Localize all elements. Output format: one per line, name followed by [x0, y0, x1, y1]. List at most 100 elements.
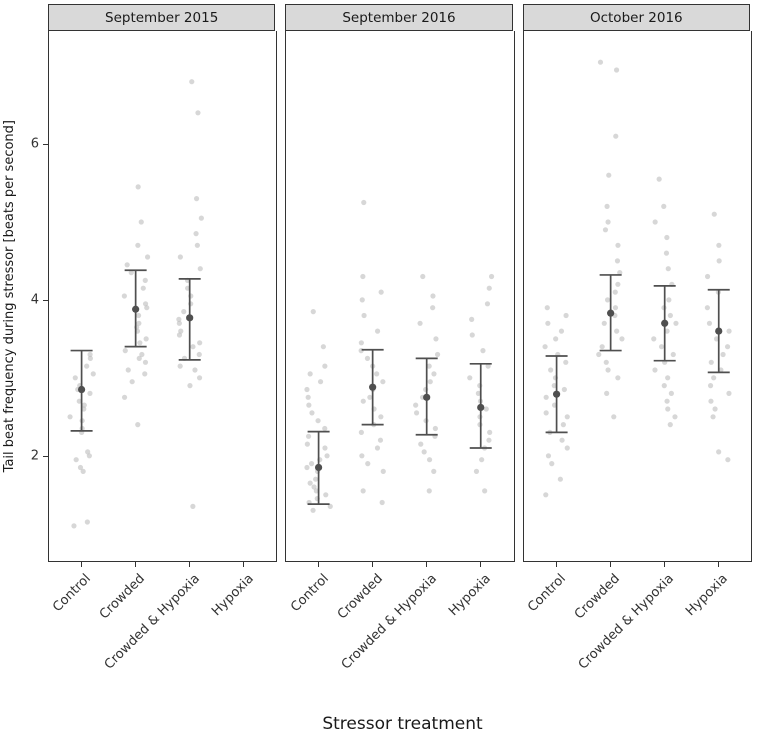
data-point: [561, 386, 567, 393]
data-point: [142, 277, 148, 283]
data-point: [367, 394, 373, 400]
y-axis: Tail beat frequency during stressor [bea…: [0, 4, 48, 712]
x-tick-label: Control: [525, 571, 569, 616]
data-point: [547, 367, 553, 373]
treatment-group: [650, 176, 679, 428]
data-point: [726, 390, 732, 396]
data-point: [544, 320, 551, 326]
treatment-group: [704, 211, 732, 463]
data-point: [67, 414, 73, 420]
data-point: [704, 305, 710, 311]
facet-strip-label: September 2015: [48, 4, 276, 31]
data-point: [305, 441, 311, 447]
data-point: [724, 344, 730, 350]
data-point: [542, 344, 548, 350]
data-point: [87, 355, 93, 361]
x-tick: [663, 562, 665, 567]
data-point: [196, 375, 203, 381]
y-tick-label: 2: [30, 448, 39, 464]
data-point: [178, 328, 184, 334]
x-axis-labels: Control Crowded Crowded & Hypoxia Hypoxia: [523, 562, 750, 712]
data-point: [430, 305, 436, 311]
data-point: [652, 367, 658, 373]
data-point: [315, 418, 321, 424]
data-point: [322, 445, 328, 451]
data-point: [543, 410, 549, 416]
data-point: [706, 320, 712, 326]
data-point: [197, 340, 203, 346]
data-point: [194, 242, 200, 248]
data-point: [726, 328, 732, 334]
data-point: [599, 344, 605, 350]
x-tick: [318, 562, 320, 567]
data-point: [612, 305, 618, 311]
data-point: [613, 328, 619, 334]
data-point: [664, 328, 670, 334]
x-tick-label: Crowded: [571, 571, 624, 623]
data-point: [414, 410, 420, 416]
x-tick-label: Control: [50, 571, 95, 616]
data-point: [81, 402, 87, 408]
data-point: [486, 437, 492, 443]
data-point: [360, 273, 366, 280]
data-point: [708, 398, 714, 404]
data-point: [378, 437, 384, 443]
facet-panels: September 2015 Control Crowded Crowded & Hy…: [48, 4, 757, 712]
data-point: [427, 457, 433, 463]
data-point: [658, 344, 664, 350]
data-point: [557, 476, 563, 482]
data-point: [427, 379, 434, 385]
x-tick: [555, 562, 557, 567]
y-axis-title-wrap: Tail beat frequency during stressor [bea…: [0, 31, 18, 561]
data-point: [474, 468, 480, 474]
data-point: [476, 390, 482, 396]
data-point: [193, 196, 200, 202]
data-point: [551, 383, 557, 389]
data-point: [374, 371, 380, 377]
data-point: [380, 468, 387, 474]
data-point: [307, 480, 314, 486]
data-point: [359, 340, 365, 346]
data-point: [128, 270, 134, 276]
data-point: [433, 336, 439, 342]
data-point: [197, 266, 203, 272]
data-point: [142, 359, 149, 365]
data-point: [558, 328, 564, 334]
x-tick: [426, 562, 428, 567]
data-point: [142, 301, 149, 307]
data-point: [613, 67, 619, 73]
data-point: [136, 355, 142, 361]
data-point: [715, 242, 722, 248]
data-point: [605, 172, 612, 178]
data-point: [670, 351, 676, 358]
data-point: [619, 336, 625, 342]
data-point: [469, 332, 476, 338]
x-axis-labels: Control Crowded Crowded & Hypoxia Hypoxia: [285, 562, 512, 712]
data-point: [610, 414, 617, 420]
data-point: [137, 340, 143, 346]
data-point: [663, 234, 670, 241]
data-point: [665, 297, 672, 303]
data-point: [198, 215, 204, 221]
data-point: [375, 445, 381, 451]
data-point: [704, 273, 710, 280]
data-point: [710, 375, 716, 381]
data-point: [713, 336, 719, 342]
data-point: [543, 394, 549, 400]
data-point: [144, 254, 151, 260]
data-point: [562, 359, 569, 365]
treatment-group: [595, 59, 625, 420]
data-point: [177, 363, 183, 369]
data-point: [467, 375, 473, 381]
data-point: [71, 523, 77, 529]
data-point: [710, 414, 716, 420]
data-point: [597, 59, 603, 65]
data-point: [564, 445, 570, 451]
data-point: [480, 348, 486, 354]
treatment-group: [304, 309, 334, 513]
plot-area: [522, 31, 752, 562]
data-point: [136, 320, 142, 326]
data-point: [307, 371, 314, 377]
data-point: [559, 437, 565, 443]
